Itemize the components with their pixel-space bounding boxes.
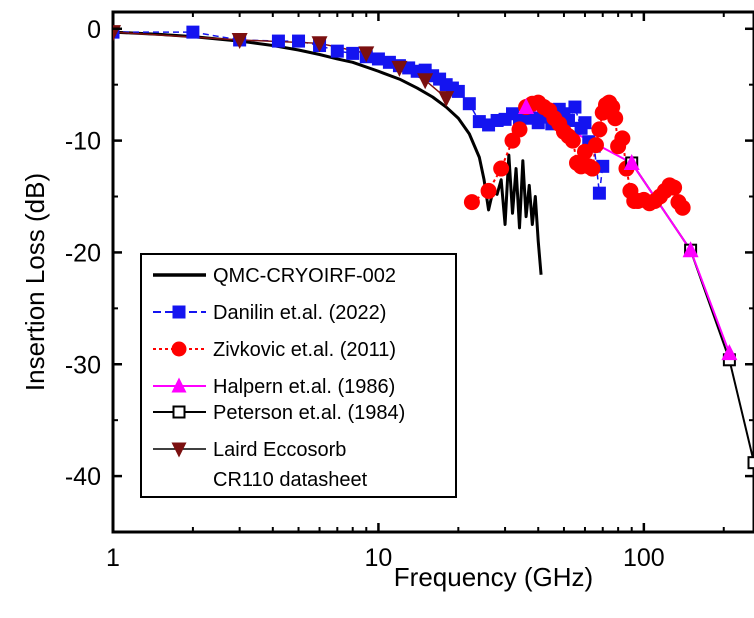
data-point-halpern	[518, 98, 535, 115]
plot-frame	[111, 10, 754, 534]
data-point-zivkovic	[564, 132, 581, 149]
data-point-laird	[438, 91, 455, 108]
legend-marker-laird	[171, 442, 187, 458]
data-point-zivkovic	[666, 179, 683, 196]
data-point-danilin	[578, 116, 592, 130]
series-line-peterson	[630, 162, 754, 467]
x-axis-title: Frequency (GHz)	[394, 562, 593, 592]
data-point-zivkovic	[614, 130, 631, 147]
plot-series	[113, 25, 754, 470]
data-point-halpern	[623, 153, 640, 170]
data-point-halpern	[682, 241, 699, 258]
plot-area-border	[111, 10, 754, 534]
legend-label-peterson: Peterson et.al. (1984)	[213, 402, 405, 424]
data-point-danilin	[382, 55, 396, 69]
x-tick-label: 1	[106, 544, 120, 572]
data-point-zivkovic	[587, 137, 604, 154]
data-point-danilin	[292, 34, 306, 48]
data-point-zivkovic	[591, 121, 608, 138]
data-point-danilin	[451, 84, 465, 98]
legend-label-halpern: Halpern et.al. (1986)	[213, 376, 395, 398]
data-point-peterson	[747, 456, 754, 470]
legend-marker-peterson	[172, 405, 186, 419]
data-point-danilin	[271, 34, 285, 48]
data-point-danilin	[371, 52, 385, 66]
y-axis-title: Insertion Loss (dB)	[20, 173, 50, 391]
data-point-zivkovic	[607, 110, 624, 127]
data-point-zivkovic	[480, 182, 497, 199]
y-tick-label: -10	[65, 128, 101, 156]
legend-label-danilin: Danilin et.al. (2022)	[213, 302, 386, 324]
legend-marker-halpern	[171, 377, 187, 393]
data-point-zivkovic	[493, 160, 510, 177]
axes: 0 -10 -20 -30 -40 1 10 100 Frequency (GHz) Insert…	[20, 12, 754, 592]
y-tick-label: 0	[87, 16, 101, 44]
data-point-danilin	[330, 44, 344, 58]
x-tick-label: 10	[365, 544, 393, 572]
legend-label-laird-line2: CR110 datasheet	[213, 469, 368, 491]
legend-box	[140, 253, 457, 498]
data-point-laird	[358, 46, 375, 63]
data-point-laird	[311, 36, 328, 53]
x-tick-label: 100	[623, 544, 665, 572]
legend-label-zivkovic: Zivkovic et.al. (2011)	[213, 339, 396, 361]
data-point-zivkovic	[463, 194, 480, 211]
legend-marker-zivkovic	[171, 341, 187, 357]
legend-marker-danilin	[172, 305, 186, 319]
legend-label-laird: Laird Eccosorb	[213, 439, 346, 461]
data-point-laird	[391, 60, 408, 77]
data-point-zivkovic	[674, 199, 691, 216]
y-tick-label: -20	[65, 239, 101, 267]
data-point-danilin	[592, 186, 606, 200]
data-point-laird	[417, 73, 434, 90]
legend: QMC-CRYOIRF-002 Danilin et.al. (2022) Zivk…	[140, 253, 457, 498]
y-tick-label: -30	[65, 351, 101, 379]
data-point-danilin	[462, 97, 476, 111]
legend-label-qmc: QMC-CRYOIRF-002	[213, 265, 396, 287]
data-point-danilin	[568, 100, 582, 114]
series-line-halpern	[525, 106, 731, 354]
data-point-halpern	[721, 344, 738, 361]
series-line-qmc-cryoirf-002	[113, 30, 543, 275]
data-point-laird	[231, 32, 248, 49]
data-point-zivkovic	[584, 160, 601, 177]
y-tick-label: -40	[65, 463, 101, 491]
data-point-danilin	[346, 46, 360, 60]
data-point-danilin	[186, 25, 200, 39]
data-point-zivkovic	[511, 121, 528, 138]
